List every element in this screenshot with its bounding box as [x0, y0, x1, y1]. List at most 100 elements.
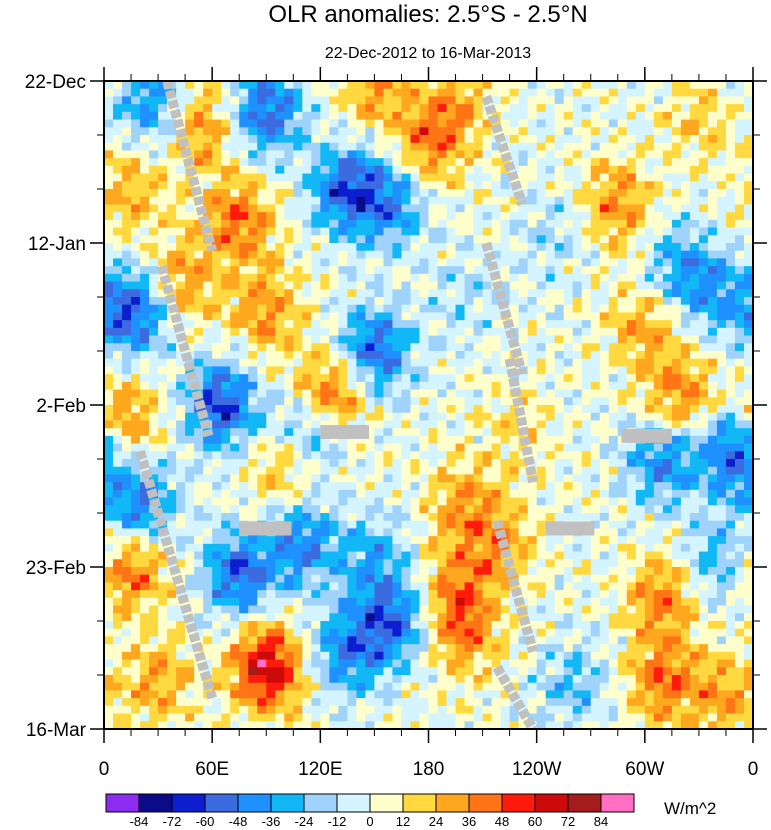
- heatmap-cell: [284, 96, 294, 105]
- heatmap-cell: [707, 81, 718, 90]
- heatmap-cell: [122, 258, 132, 267]
- heatmap-cell: [131, 597, 141, 607]
- heatmap-cell: [338, 289, 348, 298]
- heatmap-cell: [473, 397, 484, 406]
- heatmap-cell: [347, 482, 357, 491]
- heatmap-cell: [302, 559, 312, 568]
- heatmap-cell: [428, 219, 439, 229]
- heatmap-cell: [275, 119, 285, 128]
- heatmap-cell: [572, 119, 583, 128]
- heatmap-cell: [527, 351, 538, 360]
- heatmap-cell: [284, 150, 294, 159]
- heatmap-cell: [284, 451, 294, 460]
- heatmap-cell: [392, 312, 403, 321]
- heatmap-cell: [320, 243, 330, 252]
- heatmap-cell: [428, 381, 439, 391]
- heatmap-cell: [689, 397, 700, 406]
- heatmap-cell: [536, 489, 547, 499]
- heatmap-cell: [446, 150, 457, 159]
- heatmap-cell: [689, 528, 700, 537]
- heatmap-cell: [392, 104, 403, 113]
- heatmap-cell: [311, 227, 321, 236]
- heatmap-cell: [158, 459, 168, 468]
- heatmap-cell: [158, 173, 168, 182]
- heatmap-cell: [122, 266, 132, 275]
- heatmap-cell: [680, 497, 691, 506]
- heatmap-cell: [500, 196, 511, 206]
- heatmap-cell: [284, 189, 294, 198]
- heatmap-cell: [410, 513, 421, 522]
- heatmap-cell: [383, 273, 394, 283]
- heatmap-cell: [743, 181, 753, 190]
- heatmap-cell: [293, 204, 303, 213]
- heatmap-cell: [608, 474, 619, 483]
- heatmap-cell: [698, 304, 709, 314]
- heatmap-cell: [257, 605, 267, 614]
- heatmap-cell: [176, 212, 186, 221]
- heatmap-cell: [113, 489, 123, 499]
- heatmap-cell: [482, 204, 493, 213]
- heatmap-cell: [725, 111, 736, 121]
- heatmap-cell: [536, 389, 547, 398]
- heatmap-cell: [437, 420, 448, 429]
- heatmap-cell: [563, 312, 574, 321]
- heatmap-cell: [464, 127, 475, 136]
- heatmap-cell: [248, 266, 258, 275]
- heatmap-cell: [653, 567, 664, 576]
- heatmap-cell: [275, 567, 285, 576]
- heatmap-cell: [662, 597, 673, 607]
- heatmap-cell: [104, 366, 114, 375]
- heatmap-cell: [401, 88, 412, 98]
- heatmap-cell: [374, 513, 385, 522]
- heatmap-cell: [437, 366, 448, 375]
- heatmap-cell: [329, 482, 339, 491]
- heatmap-cell: [689, 158, 700, 167]
- heatmap-cell: [347, 443, 357, 452]
- heatmap-field: [104, 81, 753, 729]
- heatmap-cell: [545, 320, 556, 329]
- heatmap-cell: [635, 266, 646, 275]
- heatmap-cell: [356, 397, 366, 406]
- heatmap-cell: [572, 381, 583, 391]
- heatmap-cell: [230, 181, 240, 190]
- heatmap-cell: [464, 165, 475, 175]
- heatmap-cell: [707, 165, 718, 175]
- heatmap-cell: [329, 88, 339, 98]
- heatmap-cell: [230, 204, 240, 213]
- heatmap-cell: [734, 443, 745, 452]
- heatmap-cell: [671, 451, 682, 460]
- heatmap-cell: [662, 96, 673, 105]
- heatmap-cell: [194, 551, 204, 560]
- heatmap-cell: [311, 466, 321, 476]
- heatmap-cell: [689, 351, 700, 360]
- heatmap-cell: [104, 397, 114, 406]
- heatmap-cell: [410, 574, 421, 584]
- heatmap-cell: [473, 250, 484, 260]
- heatmap-cell: [347, 435, 357, 445]
- heatmap-cell: [311, 81, 321, 90]
- heatmap-cell: [302, 528, 312, 537]
- heatmap-cell: [590, 335, 601, 344]
- heatmap-cell: [185, 567, 195, 576]
- heatmap-cell: [275, 551, 285, 560]
- heatmap-cell: [257, 374, 267, 383]
- heatmap-cell: [662, 119, 673, 128]
- heatmap-cell: [545, 543, 556, 553]
- heatmap-cell: [230, 189, 240, 198]
- heatmap-cell: [464, 297, 475, 306]
- heatmap-cell: [437, 320, 448, 329]
- heatmap-cell: [527, 212, 538, 221]
- heatmap-cell: [464, 505, 475, 514]
- heatmap-cell: [392, 304, 403, 314]
- heatmap-cell: [131, 173, 141, 182]
- heatmap-cell: [743, 536, 753, 545]
- heatmap-cell: [185, 135, 195, 144]
- heatmap-cell: [635, 227, 646, 236]
- heatmap-cell: [635, 189, 646, 198]
- heatmap-cell: [689, 96, 700, 105]
- heatmap-cell: [581, 497, 592, 506]
- heatmap-cell: [248, 551, 258, 560]
- heatmap-cell: [347, 96, 357, 105]
- heatmap-cell: [608, 219, 619, 229]
- heatmap-cell: [248, 374, 258, 383]
